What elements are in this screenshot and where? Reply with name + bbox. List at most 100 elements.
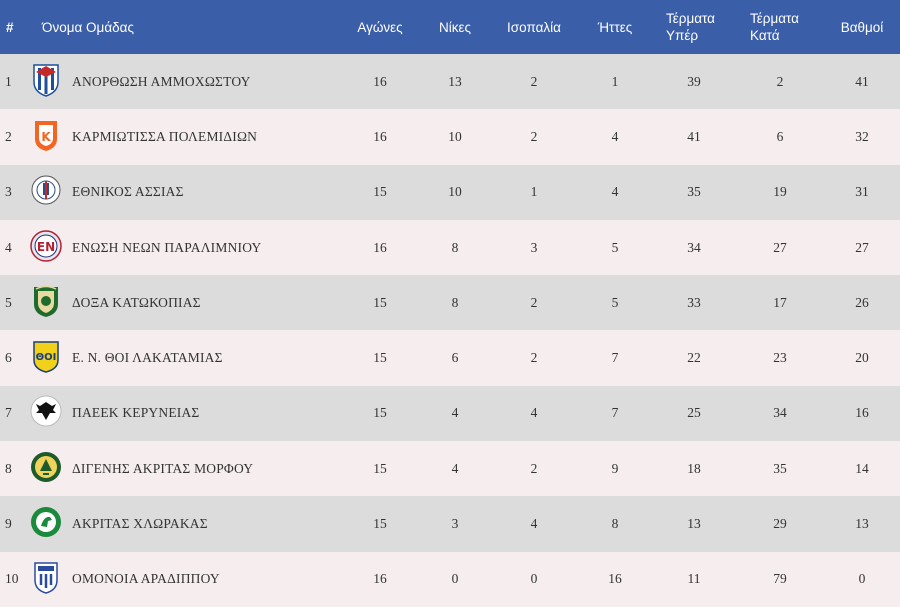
header-goals-against[interactable]: Τέρματα Κατά — [736, 0, 824, 54]
header-position[interactable]: # — [0, 0, 28, 54]
digenis-crest-icon — [30, 449, 72, 489]
row-points: 31 — [855, 184, 869, 200]
row-team[interactable]: ΑΝΟΡΘΩΣΗ ΑΜΜΟΧΩΣΤΟΥ — [28, 54, 340, 109]
row-goals-for: 34 — [687, 239, 701, 255]
row-wins: 4 — [451, 405, 459, 421]
row-losses: 5 — [611, 294, 619, 310]
header-goals-for[interactable]: Τέρματα Υπέρ — [652, 0, 736, 54]
row-goals-against: 27 — [773, 239, 787, 255]
row-wins: 13 — [448, 73, 462, 89]
row-team-name[interactable]: ΚΑΡΜΙΩΤΙΣΣΑ ΠΟΛΕΜΙΔΙΩΝ — [72, 128, 258, 144]
row-points: 14 — [855, 460, 869, 476]
row-position: 10 — [5, 571, 19, 587]
row-wins: 8 — [451, 294, 459, 310]
table-row[interactable]: 5 ΔΟΞΑ ΚΑΤΩΚΟΠΙΑΣ 15 8 2 5 33 17 26 — [0, 275, 900, 331]
karmiotissa-crest-icon: K — [30, 117, 72, 157]
row-team[interactable]: ΘΟΙ Ε. Ν. ΘΟΙ ΛΑΚΑΤΑΜΙΑΣ — [28, 330, 340, 385]
row-team-name[interactable]: ΠΑΕΕΚ ΚΕΡΥΝΕΙΑΣ — [72, 405, 200, 421]
row-wins: 6 — [451, 350, 459, 366]
row-wins: 10 — [448, 184, 462, 200]
header-goals-for-line1: Τέρματα — [666, 11, 715, 26]
row-goals-for: 18 — [687, 460, 701, 476]
row-team[interactable]: ΔΟΞΑ ΚΑΤΩΚΟΠΙΑΣ — [28, 275, 340, 330]
row-team[interactable]: K ΚΑΡΜΙΩΤΙΣΣΑ ΠΟΛΕΜΙΔΙΩΝ — [28, 109, 340, 164]
row-losses: 1 — [611, 73, 619, 89]
row-losses: 16 — [608, 571, 622, 587]
header-draws[interactable]: Ισοπαλία — [490, 0, 578, 54]
table-row[interactable]: 3 ΕΘΝΙΚΟΣ ΑΣΣΙΑΣ 15 10 1 4 35 19 31 — [0, 164, 900, 220]
row-goals-against: 23 — [773, 350, 787, 366]
table-row[interactable]: 1 ΑΝΟΡΘΩΣΗ ΑΜΜΟΧΩΣΤΟΥ 16 13 2 1 39 2 41 — [0, 54, 900, 110]
row-played: 15 — [373, 350, 387, 366]
row-played: 16 — [373, 128, 387, 144]
row-points: 41 — [855, 73, 869, 89]
row-team[interactable]: ΕΘΝΙΚΟΣ ΑΣΣΙΑΣ — [28, 165, 340, 220]
thoi-crest-icon: ΘΟΙ — [30, 338, 72, 378]
header-goals-against-line1: Τέρματα — [750, 11, 799, 26]
row-draws: 1 — [530, 184, 538, 200]
row-team-name[interactable]: ΕΘΝΙΚΟΣ ΑΣΣΙΑΣ — [72, 184, 184, 200]
row-goals-against: 34 — [773, 405, 787, 421]
row-team-name[interactable]: Ε. Ν. ΘΟΙ ΛΑΚΑΤΑΜΙΑΣ — [72, 350, 223, 366]
row-goals-against: 29 — [773, 516, 787, 532]
row-team[interactable]: ΠΑΕΕΚ ΚΕΡΥΝΕΙΑΣ — [28, 386, 340, 441]
row-position: 3 — [5, 184, 12, 200]
row-team-name[interactable]: ΑΝΟΡΘΩΣΗ ΑΜΜΟΧΩΣΤΟΥ — [72, 73, 251, 89]
row-position: 2 — [5, 128, 12, 144]
ethnikos-assias-crest-icon — [30, 172, 72, 212]
row-position: 5 — [5, 294, 12, 310]
row-draws: 0 — [530, 571, 538, 587]
row-goals-for: 13 — [687, 516, 701, 532]
row-goals-for: 11 — [687, 571, 701, 587]
row-losses: 7 — [611, 405, 619, 421]
enp-crest-icon: EN — [30, 228, 72, 268]
header-points[interactable]: Βαθμοί — [824, 0, 900, 54]
row-team[interactable]: EN ΕΝΩΣΗ ΝΕΩΝ ΠΑΡΑΛΙΜΝΙΟΥ — [28, 220, 340, 275]
row-goals-against: 2 — [776, 73, 784, 89]
svg-text:EN: EN — [37, 240, 55, 254]
row-team-name[interactable]: ΔΟΞΑ ΚΑΤΩΚΟΠΙΑΣ — [72, 294, 201, 310]
header-played[interactable]: Αγώνες — [340, 0, 420, 54]
row-team[interactable]: ΑΚΡΙΤΑΣ ΧΛΩΡΑΚΑΣ — [28, 496, 340, 551]
row-position: 6 — [5, 350, 12, 366]
row-goals-for: 25 — [687, 405, 701, 421]
header-team-name[interactable]: Όνομα Ομάδας — [28, 0, 340, 54]
row-played: 15 — [373, 184, 387, 200]
header-goals-for-line2: Υπέρ — [666, 28, 699, 43]
row-team-name[interactable]: ΟΜΟΝΟΙΑ ΑΡΑΔΙΠΠΟΥ — [72, 571, 220, 587]
table-row[interactable]: 4 EN ΕΝΩΣΗ ΝΕΩΝ ΠΑΡΑΛΙΜΝΙΟΥ 16 8 3 5 34 27 27 — [0, 219, 900, 276]
row-wins: 10 — [448, 128, 462, 144]
row-losses: 7 — [611, 350, 619, 366]
row-points: 13 — [855, 516, 869, 532]
row-goals-for: 39 — [687, 73, 701, 89]
row-goals-for: 35 — [687, 184, 701, 200]
row-draws: 4 — [530, 516, 538, 532]
table-row[interactable]: 6 ΘΟΙ Ε. Ν. ΘΟΙ ΛΑΚΑΤΑΜΙΑΣ 15 6 2 7 22 23 20 — [0, 330, 900, 386]
row-position: 9 — [5, 516, 12, 532]
row-points: 26 — [855, 294, 869, 310]
row-team-name[interactable]: ΔΙΓΕΝΗΣ ΑΚΡΙΤΑΣ ΜΟΡΦΟΥ — [72, 460, 254, 476]
row-points: 16 — [855, 405, 869, 421]
row-position: 1 — [5, 73, 12, 89]
row-draws: 2 — [530, 460, 538, 476]
row-wins: 8 — [451, 239, 459, 255]
table-row[interactable]: 2 K ΚΑΡΜΙΩΤΙΣΣΑ ΠΟΛΕΜΙΔΙΩΝ 16 10 2 4 41 6 32 — [0, 109, 900, 165]
row-played: 16 — [373, 239, 387, 255]
table-row[interactable]: 8 ΔΙΓΕΝΗΣ ΑΚΡΙΤΑΣ ΜΟΡΦΟΥ 15 4 2 9 18 35 14 — [0, 441, 900, 497]
row-played: 16 — [373, 571, 387, 587]
row-team-name[interactable]: ΕΝΩΣΗ ΝΕΩΝ ΠΑΡΑΛΙΜΝΙΟΥ — [72, 239, 262, 255]
row-losses: 4 — [611, 128, 619, 144]
header-losses[interactable]: Ήττες — [578, 0, 652, 54]
row-goals-for: 22 — [687, 350, 701, 366]
row-team[interactable]: ΔΙΓΕΝΗΣ ΑΚΡΙΤΑΣ ΜΟΡΦΟΥ — [28, 441, 340, 496]
row-goals-against: 79 — [773, 571, 787, 587]
row-team[interactable]: ΟΜΟΝΟΙΑ ΑΡΑΔΙΠΠΟΥ — [28, 552, 340, 607]
header-wins[interactable]: Νίκες — [420, 0, 490, 54]
row-played: 15 — [373, 516, 387, 532]
table-row[interactable]: 7 ΠΑΕΕΚ ΚΕΡΥΝΕΙΑΣ 15 4 4 7 25 34 16 — [0, 385, 900, 442]
table-row[interactable]: 10 ΟΜΟΝΟΙΑ ΑΡΑΔΙΠΠΟΥ 16 0 0 16 11 79 0 — [0, 551, 900, 607]
row-team-name[interactable]: ΑΚΡΙΤΑΣ ΧΛΩΡΑΚΑΣ — [72, 516, 208, 532]
row-played: 15 — [373, 405, 387, 421]
table-row[interactable]: 9 ΑΚΡΙΤΑΣ ΧΛΩΡΑΚΑΣ 15 3 4 8 13 29 13 — [0, 496, 900, 552]
row-goals-for: 33 — [687, 294, 701, 310]
